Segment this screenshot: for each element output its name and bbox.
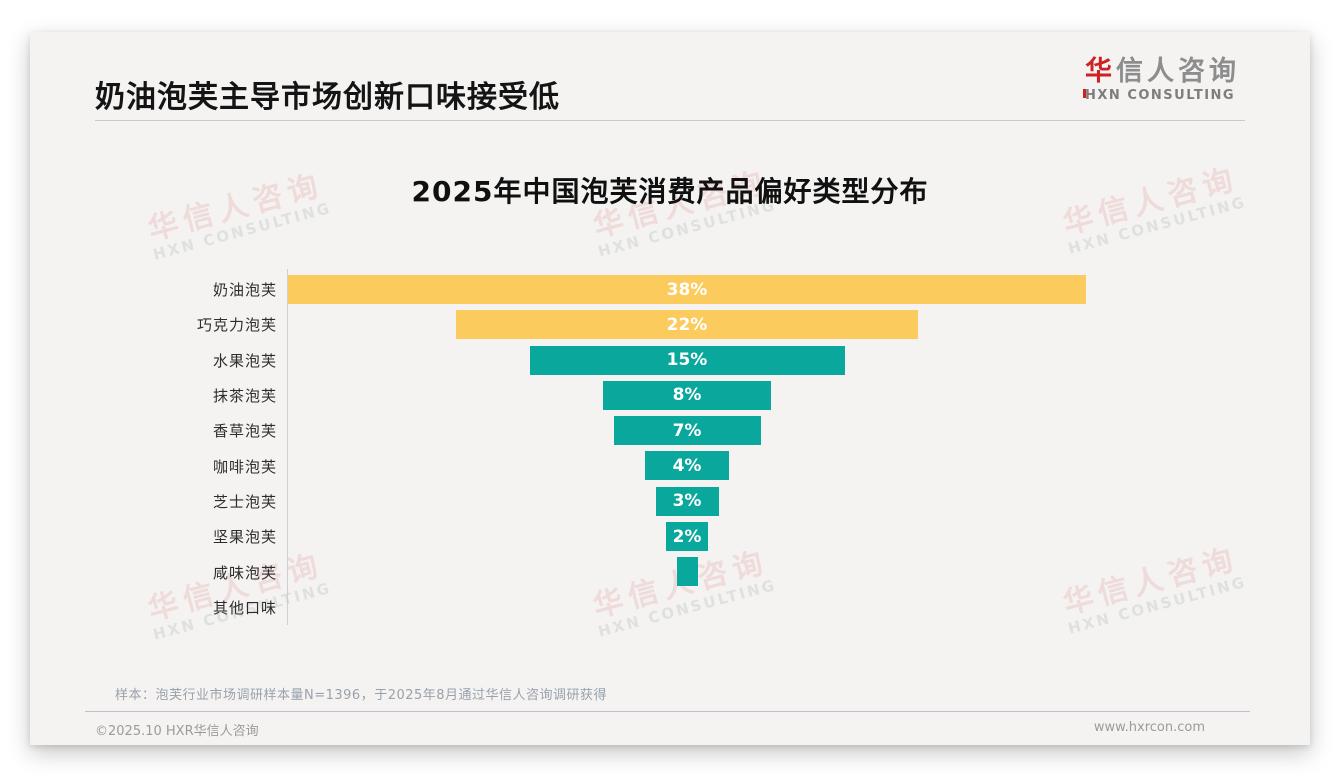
sample-note: 样本：泡芙行业市场调研样本量N=1396，于2025年8月通过华信人咨询调研获得 xyxy=(115,688,608,703)
bar-value-label: 38% xyxy=(666,279,708,300)
funnel-bar: 22% xyxy=(456,310,918,340)
category-label: 芝士泡芙 xyxy=(212,492,277,511)
funnel-bar: 3% xyxy=(655,486,719,516)
bar-value-label: 8% xyxy=(672,385,702,406)
brand-logo-en-rest: XN CONSULTING xyxy=(1097,88,1236,104)
funnel-row: 芝士泡芙 3% xyxy=(30,484,1310,519)
brand-logo: 华信人咨询 HXN CONSULTING xyxy=(1085,56,1240,103)
funnel-row: 奶油泡芙 38% xyxy=(30,272,1310,307)
website-link[interactable]: www.hxrcon.com xyxy=(1093,720,1205,735)
category-label: 其他口味 xyxy=(212,598,277,617)
y-axis-line xyxy=(287,269,288,625)
funnel-bar: 2% xyxy=(666,522,708,552)
funnel-bar: 4% xyxy=(645,451,729,481)
funnel-row: 水果泡芙 15% xyxy=(30,343,1310,378)
funnel-row: 巧克力泡芙 22% xyxy=(30,307,1310,342)
funnel-row: 其他口味 xyxy=(30,590,1310,625)
brand-logo-cn-first: 华 xyxy=(1085,56,1116,87)
bar-value-label: 3% xyxy=(672,491,702,512)
brand-logo-en: HXN CONSULTING xyxy=(1085,88,1240,103)
category-label: 水果泡芙 xyxy=(212,351,277,370)
funnel-row: 咖啡泡芙 4% xyxy=(30,448,1310,483)
bar-value-label: 22% xyxy=(666,314,708,335)
funnel-bar: 38% xyxy=(288,275,1086,304)
brand-logo-cn: 华信人咨询 xyxy=(1085,56,1240,87)
funnel-row: 咸味泡芙 xyxy=(30,554,1310,589)
chart-title: 2025年中国泡芙消费产品偏好类型分布 xyxy=(411,175,929,208)
brand-logo-cn-rest: 信人咨询 xyxy=(1116,56,1240,87)
bar-value-label: 4% xyxy=(672,455,702,476)
bar-value-label: 7% xyxy=(672,420,702,441)
funnel-bar: 7% xyxy=(613,416,761,446)
report-card: 华信人咨询 HXN CONSULTING 华信人咨询 HXN CONSULTIN… xyxy=(30,32,1310,745)
title-divider xyxy=(95,120,1245,121)
copyright-text: ©2025.10 HXR华信人咨询 xyxy=(95,724,259,739)
funnel-row: 抹茶泡芙 8% xyxy=(30,378,1310,413)
funnel-bar xyxy=(676,557,698,587)
funnel-bar: 8% xyxy=(603,380,771,410)
category-label: 咖啡泡芙 xyxy=(212,457,277,476)
category-label: 咸味泡芙 xyxy=(212,563,277,582)
page-title: 奶油泡芙主导市场创新口味接受低 xyxy=(95,80,560,115)
bar-value-label: 15% xyxy=(666,350,708,371)
category-label: 香草泡芙 xyxy=(212,422,277,441)
category-label: 奶油泡芙 xyxy=(212,281,277,300)
funnel-row: 坚果泡芙 2% xyxy=(30,519,1310,554)
category-label: 抹茶泡芙 xyxy=(212,387,277,406)
funnel-chart: 奶油泡芙 38% 巧克力泡芙 22% 水果泡芙 15% 抹茶泡芙 8% 香草泡芙 7% 咖啡泡芙 4%… xyxy=(30,269,1310,626)
category-label: 巧克力泡芙 xyxy=(196,316,277,335)
funnel-bar: 15% xyxy=(529,345,845,375)
category-label: 坚果泡芙 xyxy=(212,528,277,547)
bar-value-label: 2% xyxy=(672,526,702,547)
brand-logo-en-first: H xyxy=(1085,88,1098,104)
funnel-row: 香草泡芙 7% xyxy=(30,413,1310,448)
footer: ©2025.10 HXR华信人咨询 www.hxrcon.com xyxy=(95,720,1205,739)
footer-divider xyxy=(85,711,1250,712)
